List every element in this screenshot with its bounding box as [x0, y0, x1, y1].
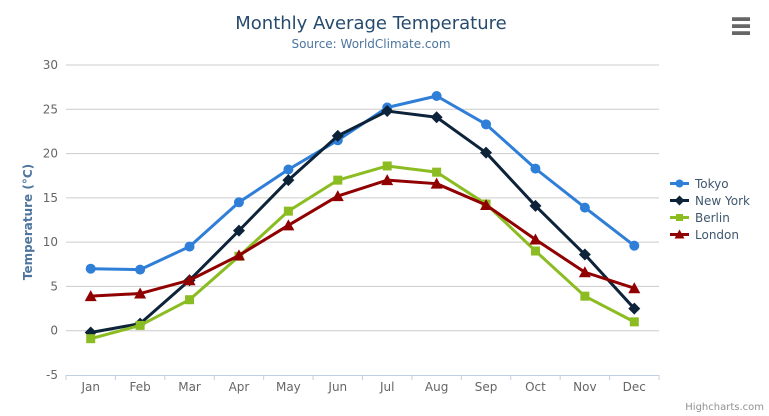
y-axis-label: 5 [50, 279, 58, 293]
y-axis-label: 15 [43, 191, 58, 205]
series-marker-tokyo[interactable] [579, 202, 590, 213]
series-marker-new-york[interactable] [628, 302, 641, 315]
credits-link[interactable]: Highcharts.com [685, 402, 764, 413]
series-marker-berlin[interactable] [86, 334, 96, 344]
x-axis-label: Sep [475, 380, 498, 394]
series-marker-new-york[interactable] [480, 146, 493, 159]
series-marker-new-york[interactable] [529, 199, 542, 212]
x-axis-label: Mar [178, 380, 201, 394]
series-marker-new-york[interactable] [381, 105, 394, 118]
hamburger-menu-icon[interactable] [728, 15, 754, 37]
y-axis-label: 20 [43, 147, 58, 161]
series-line-berlin [89, 164, 636, 341]
series-marker-london[interactable] [578, 266, 591, 278]
legend-label: Berlin [695, 210, 730, 225]
series-marker-london[interactable] [282, 219, 295, 231]
burger-bar [732, 17, 750, 21]
series-marker-london[interactable] [134, 287, 147, 299]
x-axis-label: May [276, 380, 301, 394]
series-marker-new-york[interactable] [578, 248, 591, 261]
series-line-london [89, 178, 636, 298]
series-marker-berlin[interactable] [580, 291, 590, 301]
legend-marker-london [670, 229, 689, 239]
series-marker-new-york[interactable] [430, 111, 443, 124]
x-axis-label: Jun [327, 380, 347, 394]
x-axis-label: Jan [80, 380, 100, 394]
series-marker-london[interactable] [183, 274, 196, 286]
series-marker-london[interactable] [628, 282, 641, 294]
legend-marker-tokyo [670, 179, 689, 188]
y-axis-label: 10 [43, 235, 58, 249]
series-marker-berlin[interactable] [629, 317, 639, 327]
series-marker-new-york[interactable] [282, 174, 295, 187]
series-marker-berlin[interactable] [333, 175, 343, 185]
x-axis-label: Feb [130, 380, 151, 394]
y-axis-label: 0 [50, 324, 58, 338]
series-marker-new-york[interactable] [232, 224, 245, 237]
y-axis-label: 30 [43, 58, 58, 72]
y-axis-label: 25 [43, 102, 58, 116]
x-axis-label: Dec [623, 380, 646, 394]
series-marker-tokyo[interactable] [629, 240, 640, 251]
series-marker-tokyo[interactable] [135, 264, 146, 275]
burger-bar [732, 31, 750, 35]
series-marker-tokyo[interactable] [481, 119, 492, 130]
legend-item-berlin[interactable]: Berlin [669, 209, 750, 226]
chart-title: Monthly Average Temperature [235, 13, 507, 34]
x-axis-label: Apr [229, 380, 250, 394]
series-marker-london[interactable] [529, 233, 542, 245]
series-marker-tokyo[interactable] [431, 91, 442, 101]
legend-label: New York [695, 193, 750, 208]
series-marker-tokyo[interactable] [283, 164, 294, 175]
legend-item-new-york[interactable]: New York [669, 192, 750, 209]
legend-label: London [695, 227, 739, 242]
series-line-new-york [89, 109, 636, 334]
legend-label: Tokyo [695, 176, 729, 191]
x-axis-label: Jul [379, 380, 394, 394]
series-marker-tokyo[interactable] [233, 197, 244, 208]
series-marker-berlin[interactable] [135, 320, 145, 330]
burger-bar [732, 24, 750, 28]
x-axis-label: Oct [525, 380, 546, 394]
legend-marker-berlin [670, 214, 689, 221]
series-marker-tokyo[interactable] [530, 163, 541, 174]
x-axis-label: Aug [425, 380, 448, 394]
legend-marker-new-york [670, 195, 689, 206]
chart-subtitle: Source: WorldClimate.com [291, 37, 451, 51]
x-axis-label: Nov [573, 380, 596, 394]
series-marker-london[interactable] [381, 174, 394, 186]
legend-item-tokyo[interactable]: Tokyo [669, 175, 750, 192]
series-marker-berlin[interactable] [530, 246, 540, 256]
series-marker-london[interactable] [331, 190, 344, 202]
series-marker-berlin[interactable] [432, 167, 442, 177]
legend: Tokyo New York Berlin London [669, 175, 750, 243]
series-marker-tokyo[interactable] [184, 241, 195, 252]
series-marker-london[interactable] [430, 177, 443, 189]
series-marker-berlin[interactable] [382, 161, 392, 171]
y-axis-title: Temperature (°C) [21, 164, 35, 280]
legend-item-london[interactable]: London [669, 226, 750, 243]
series-marker-berlin[interactable] [185, 295, 195, 305]
series-marker-tokyo[interactable] [85, 263, 96, 274]
series-marker-berlin[interactable] [283, 206, 293, 216]
series-marker-new-york[interactable] [331, 129, 344, 142]
series-marker-london[interactable] [84, 290, 97, 302]
series-marker-london[interactable] [232, 249, 245, 261]
y-axis-label: -5 [46, 368, 58, 382]
series-marker-london[interactable] [480, 198, 493, 210]
